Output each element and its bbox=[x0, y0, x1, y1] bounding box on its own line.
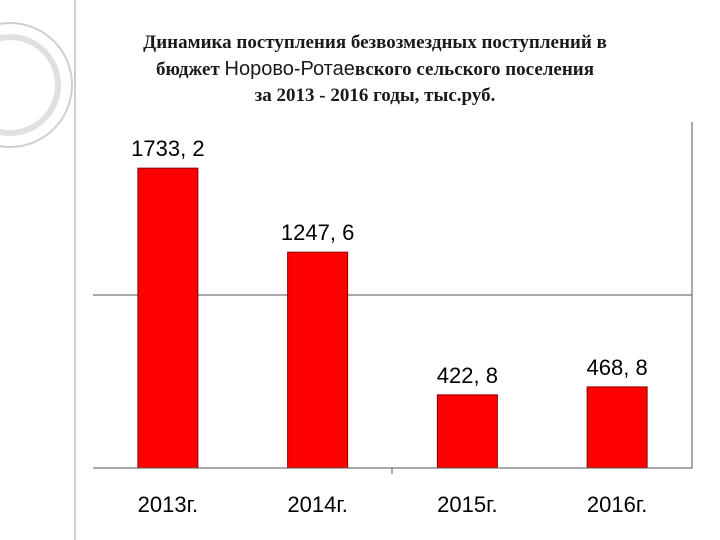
category-label-1: 2013г. bbox=[138, 492, 198, 517]
chart-title: Динамика поступления безвозмездных посту… bbox=[95, 30, 655, 109]
bar-3 bbox=[436, 394, 498, 469]
decor-circle-inner bbox=[0, 34, 61, 136]
bars bbox=[137, 167, 648, 469]
bar-1 bbox=[137, 167, 199, 469]
value-label-1: 1733, 2 bbox=[131, 136, 204, 161]
decor-circle-outer bbox=[0, 22, 73, 148]
value-label-2: 1247, 6 bbox=[281, 220, 354, 245]
bar-2 bbox=[287, 251, 349, 469]
value-label-4: 468, 8 bbox=[587, 355, 648, 380]
category-label-4: 2016г. bbox=[587, 492, 647, 517]
chart-title-line-2: бюджет Норово-Ротаевского сельского посе… bbox=[95, 56, 655, 83]
chart-title-line-1: Динамика поступления безвозмездных посту… bbox=[143, 32, 607, 53]
chart-title-line-3: за 2013 - 2016 годы, тыс.руб. bbox=[254, 85, 496, 106]
category-label-3: 2015г. bbox=[437, 492, 497, 517]
category-labels: 2013г. 2014г. 2015г. 2016г. bbox=[138, 492, 648, 517]
chart-title-line-2-prefix: бюджет bbox=[155, 59, 225, 80]
chart-title-settlement-name: Норово-Ротае bbox=[224, 58, 355, 80]
chart-title-line-2-suffix: вского сельского поселения bbox=[354, 59, 595, 80]
value-labels: 1733, 2 1247, 6 422, 8 468, 8 bbox=[131, 136, 648, 388]
bar-4 bbox=[586, 386, 648, 469]
value-label-3: 422, 8 bbox=[437, 363, 498, 388]
category-label-2: 2014г. bbox=[287, 492, 347, 517]
